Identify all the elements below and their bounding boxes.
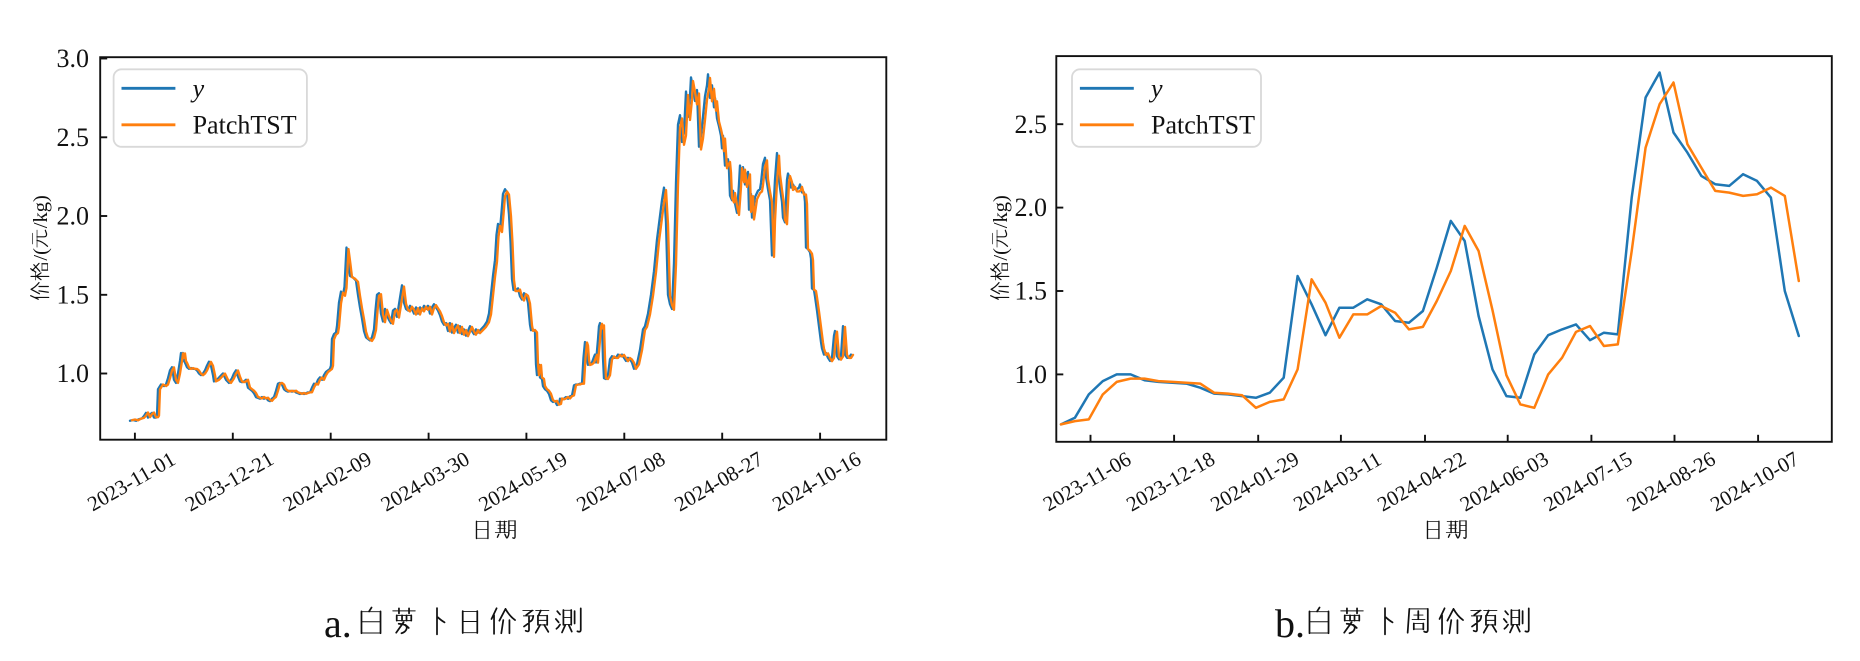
svg-text:2.0: 2.0: [57, 202, 90, 231]
svg-text:1.0: 1.0: [1015, 360, 1048, 389]
svg-text:2.5: 2.5: [57, 123, 90, 152]
svg-text:a.: a.: [324, 601, 352, 646]
svg-text:1.5: 1.5: [57, 280, 90, 309]
svg-text:3.0: 3.0: [57, 44, 90, 73]
svg-text:/(: /(: [990, 248, 1012, 261]
svg-text:1.5: 1.5: [1015, 277, 1048, 306]
svg-text:1.0: 1.0: [57, 359, 90, 388]
svg-text:/kg): /kg): [990, 195, 1012, 228]
svg-text:b.: b.: [1275, 601, 1305, 646]
svg-text:2.0: 2.0: [1015, 193, 1048, 222]
svg-text:PatchTST: PatchTST: [1151, 110, 1255, 139]
svg-text:/kg): /kg): [30, 195, 52, 228]
svg-text:y: y: [1148, 74, 1163, 103]
svg-text:/(: /(: [30, 248, 52, 261]
svg-text:PatchTST: PatchTST: [193, 110, 297, 139]
svg-text:2.5: 2.5: [1015, 110, 1048, 139]
svg-text:y: y: [190, 74, 205, 103]
